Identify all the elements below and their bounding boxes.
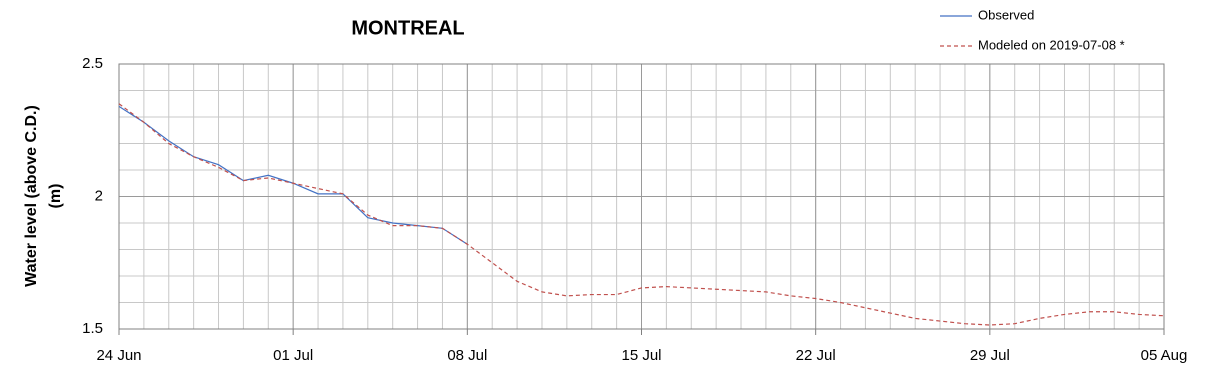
legend-label: Observed [978, 7, 1034, 22]
x-tick-label: 29 Jul [970, 347, 1010, 364]
x-tick-label: 24 Jun [96, 347, 141, 364]
y-tick-label: 2.5 [82, 55, 103, 72]
data-line [118, 103, 1165, 326]
x-tick-label: 22 Jul [796, 347, 836, 364]
x-tick-label: 15 Jul [621, 347, 661, 364]
y-tick-label: 2 [95, 187, 103, 204]
x-tick-label: 08 Jul [447, 347, 487, 364]
chart-title: MONTREAL [351, 17, 464, 39]
y-tick-label: 1.5 [82, 320, 103, 337]
y-axis-label: Water level (above C.D.) [23, 105, 40, 287]
plot-frame [118, 63, 1165, 330]
legend-label: Modeled on 2019-07-08 * [978, 37, 1125, 52]
x-tick-label: 05 Aug [1141, 347, 1188, 364]
y-axis-label: (m) [47, 184, 64, 209]
x-tick-label: 01 Jul [273, 347, 313, 364]
